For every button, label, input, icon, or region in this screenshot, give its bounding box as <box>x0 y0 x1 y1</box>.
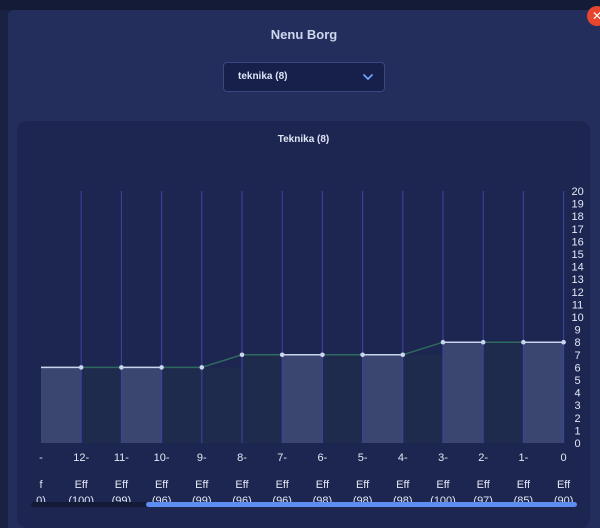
chart-card: Teknika (8) 0 1 2 3 4 5 6 7 8 9 10 11 12 13 14 15 16 17 18… <box>17 121 590 528</box>
x-tick-label: 9- <box>197 452 207 464</box>
x-sub-label: Eff <box>396 479 410 491</box>
x-sub-label: Eff <box>436 479 450 491</box>
x-sub-label: Eff <box>155 479 169 491</box>
x-tick-label: 2- <box>478 452 488 464</box>
chart-bar <box>523 342 564 443</box>
chart-point <box>279 352 285 358</box>
y-tick-label: 2 <box>575 413 581 425</box>
y-tick-label: 11 <box>572 299 583 311</box>
y-tick-label: 16 <box>571 236 583 248</box>
y-tick-label: 4 <box>575 388 581 400</box>
chart-bar <box>362 354 403 443</box>
x-tick-label: 10- <box>154 452 170 464</box>
x-sub-label: f <box>39 479 43 491</box>
y-tick-label: 1 <box>575 425 581 437</box>
close-button[interactable]: ✕ <box>587 6 600 26</box>
window-top-strip <box>0 0 600 10</box>
y-tick-label: 7 <box>575 350 581 362</box>
x-sub-label: Eff <box>477 479 491 491</box>
chart-point <box>239 352 245 358</box>
y-tick-label: 13 <box>571 274 583 286</box>
chart-bar <box>322 354 363 443</box>
y-tick-label: 12 <box>571 287 583 299</box>
x-sub-label: 0) <box>36 495 46 507</box>
x-sub-label: Eff <box>517 479 531 491</box>
chart-bar <box>81 367 122 443</box>
x-sub-label: Eff <box>195 479 209 491</box>
x-tick-label: 4- <box>398 452 408 464</box>
x-tick-label: 0 <box>561 452 567 464</box>
y-tick-label: 17 <box>571 224 583 236</box>
chart-bar <box>242 354 283 443</box>
chart-bar <box>41 367 82 443</box>
chart-bar <box>443 342 484 443</box>
chevron-down-icon <box>363 74 373 80</box>
x-tick-label: 6- <box>318 452 328 464</box>
x-sub-label: Eff <box>557 479 571 491</box>
y-tick-label: 15 <box>571 249 583 261</box>
x-tick-label: 12- <box>73 452 89 464</box>
y-tick-label: 6 <box>575 362 581 374</box>
y-tick-label: 10 <box>571 312 583 324</box>
y-tick-label: 9 <box>575 325 581 337</box>
chart-point <box>199 365 205 370</box>
chart-point <box>521 339 526 345</box>
chart-point <box>400 352 406 358</box>
x-tick-label: 8- <box>237 452 247 464</box>
y-tick-label: 20 <box>571 186 583 198</box>
x-tick-label: 11- <box>114 452 129 464</box>
chart-point <box>360 352 365 358</box>
y-tick-label: 14 <box>571 262 583 274</box>
x-tick-label: - <box>39 452 43 464</box>
chart-bar <box>161 367 202 443</box>
y-tick-label: 8 <box>575 337 581 349</box>
x-tick-label: 5- <box>358 452 368 464</box>
chart-title: Teknika (8) <box>277 134 330 145</box>
x-sub-label: Eff <box>356 479 370 491</box>
chart-bar <box>201 367 242 443</box>
chart-bar <box>282 354 323 443</box>
chart-bar <box>402 354 443 443</box>
close-icon: ✕ <box>591 9 600 23</box>
category-select-value: teknika (8) <box>238 71 288 82</box>
chart-point <box>159 365 164 370</box>
x-tick-label: 3- <box>438 452 448 464</box>
category-select[interactable]: teknika (8) <box>223 62 385 92</box>
x-tick-label: 1- <box>519 452 529 464</box>
modal-title: Nenu Borg <box>270 27 338 42</box>
x-sub-label: Eff <box>316 479 330 491</box>
chart-scrollbar-thumb[interactable] <box>146 502 577 507</box>
chart-point <box>119 365 124 370</box>
y-tick-label: 19 <box>571 199 583 211</box>
y-tick-label: 3 <box>575 400 581 412</box>
chart-point <box>480 339 486 345</box>
x-tick-label: 7- <box>277 452 287 464</box>
chart-bar <box>483 342 524 443</box>
chart-point <box>440 339 446 345</box>
x-sub-label: Eff <box>235 479 249 491</box>
y-tick-label: 18 <box>571 211 583 223</box>
x-sub-label: Eff <box>115 479 129 491</box>
chart-point <box>78 365 84 370</box>
x-sub-label: Eff <box>276 479 290 491</box>
chart-point <box>561 339 566 345</box>
x-sub-label: Eff <box>75 479 89 491</box>
y-tick-label: 5 <box>575 375 581 387</box>
chart-bar <box>121 367 162 443</box>
y-tick-label: 0 <box>575 438 581 450</box>
chart-point <box>320 352 325 358</box>
